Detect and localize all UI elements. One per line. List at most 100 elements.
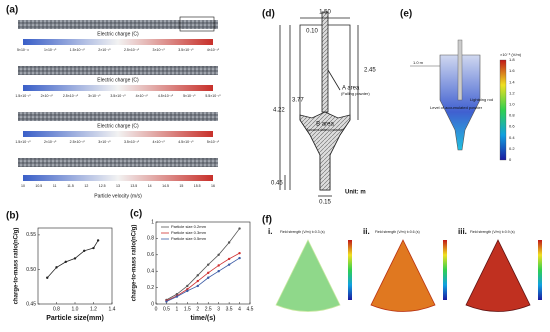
dimension: 0.45	[271, 181, 283, 187]
colorbar-tick: 1.0	[509, 102, 515, 107]
colorbar-tick: 13.5	[130, 184, 137, 188]
colorbar-title: Particle velocity (m/s)	[94, 193, 142, 199]
line	[166, 257, 240, 302]
y-tick-label: 0.4	[147, 269, 154, 275]
y-tick-label: 0	[151, 301, 154, 307]
colorbar-tick: 4×10⁻¹⁰	[207, 48, 220, 52]
colorbar-tick: 3×10⁻¹⁰	[88, 94, 101, 98]
x-tick-label: 1.5	[184, 306, 191, 312]
dimension: 0.10	[306, 29, 318, 35]
silo-diagram	[279, 11, 359, 197]
colorbar-tick: 12.5	[99, 184, 106, 188]
subpanel-label: ii.	[363, 227, 370, 236]
particle-strip	[18, 66, 218, 75]
colorbar-tick: 10.5	[35, 184, 42, 188]
colorbar-tick: 1.5×10⁻¹⁰	[70, 48, 86, 52]
scale: 1.0 m	[413, 60, 424, 65]
colorbar-tick: 5×10⁻¹⁰	[183, 94, 196, 98]
x-axis-label: Particle size(mm)	[46, 315, 104, 322]
x-tick-label: 0.5	[163, 306, 170, 312]
colorbar-tick: 3.5×10⁻¹⁰	[124, 140, 140, 144]
x-tick-label: 4.5	[247, 306, 254, 312]
x-tick-label: 2	[196, 306, 199, 312]
colorbar-tick: 4×10⁻¹⁰	[136, 94, 149, 98]
legend-label: Particle size 0.2mm	[171, 224, 207, 229]
panel-label: (a)	[6, 5, 18, 16]
colorbar-tick: 0.6	[509, 124, 515, 129]
x-tick-label: 1.4	[109, 306, 116, 312]
highlight-box	[179, 16, 215, 32]
colorbar-tick: 4×10⁻¹⁰	[153, 140, 166, 144]
subpanel-title: Field strength (V/m) t=0.9 (s)	[470, 230, 515, 234]
annotation: Lightning rod	[470, 97, 493, 102]
annotation: Accumulated powder	[306, 127, 344, 132]
subpanel-title: Field strength (V/m) t=0.6 (s)	[375, 230, 420, 234]
colorbar-tick: 3×10⁻¹⁰	[98, 140, 111, 144]
point	[186, 288, 189, 291]
colorbar-tick: 5×10⁻¹¹	[17, 48, 30, 52]
colorbar-title: Electric charge (C)	[97, 77, 139, 83]
subpanel-label: iii.	[458, 227, 467, 236]
point	[55, 266, 58, 269]
point	[227, 257, 231, 261]
point	[64, 260, 67, 264]
dimension: 4.22	[273, 108, 285, 114]
point	[207, 263, 210, 266]
x-tick-label: 1	[175, 306, 178, 312]
x-axis-label: time/(s)	[191, 315, 216, 322]
unit: Unit: m	[345, 190, 366, 196]
colorbar	[443, 240, 447, 300]
point	[73, 257, 77, 260]
point	[175, 295, 179, 298]
x-tick-label: 2.5	[205, 306, 212, 312]
colorbar-tick: 1×10⁻¹⁰	[44, 48, 57, 52]
point	[196, 284, 199, 288]
y-tick-label: 0.8	[147, 236, 154, 242]
point	[186, 284, 189, 288]
annotation: Level of accumulated powder	[430, 105, 483, 110]
colorbar	[23, 131, 213, 137]
colorbar-tick: 15	[179, 184, 183, 188]
panel-label: (b)	[6, 211, 19, 222]
colorbar-tick: 3.5×10⁻¹⁰	[110, 94, 126, 98]
legend-label: Particle size 0.3mm	[171, 230, 207, 235]
point	[238, 256, 241, 260]
colorbar	[23, 39, 213, 45]
y-axis-label: charge-to-mass ratio(nC/g)	[132, 225, 138, 302]
colorbar-tick: 15.5	[194, 184, 201, 188]
colorbar	[23, 85, 213, 91]
colorbar-tick: 14	[148, 184, 152, 188]
colorbar-tick: 1.2	[509, 90, 515, 95]
x-tick-label: 1.2	[90, 306, 97, 312]
colorbar-title: Electric charge (C)	[97, 123, 139, 129]
dimension: 2.45	[364, 68, 376, 74]
colorbar-tick: 2.5×10⁻¹⁰	[63, 94, 79, 98]
colorbar	[348, 240, 352, 300]
colorbar-tick: 4.5×10⁻¹⁰	[158, 94, 174, 98]
simulation-image	[410, 39, 507, 161]
x-tick-label: 3	[217, 306, 220, 312]
point	[207, 276, 210, 279]
plot-frame	[155, 221, 251, 305]
colorbar-tick: 12	[84, 184, 88, 188]
dimension: 3.77	[292, 98, 304, 104]
colorbar-tick: 14.5	[162, 184, 169, 188]
colorbar-tick: 1.5×10⁻¹⁰	[15, 94, 31, 98]
x-tick-label: 0.8	[53, 306, 60, 312]
colorbar-tick: 16	[211, 184, 215, 188]
dimension: 1.50	[319, 10, 331, 16]
colorbar-tick: 0	[509, 157, 512, 162]
panel-label: (e)	[400, 9, 412, 20]
y-tick-label: 0.2	[147, 285, 154, 291]
panel-label: (d)	[262, 9, 275, 20]
colorbar-tick: 3×10⁻¹⁰	[153, 48, 166, 52]
field-cone	[465, 239, 531, 312]
annotation: (Falling powder)	[341, 91, 370, 96]
point	[217, 264, 220, 267]
point	[186, 289, 189, 293]
colorbar-tick: 4.5×10⁻¹⁰	[178, 140, 194, 144]
point	[83, 249, 86, 252]
y-tick-label: 0.50	[26, 267, 36, 273]
